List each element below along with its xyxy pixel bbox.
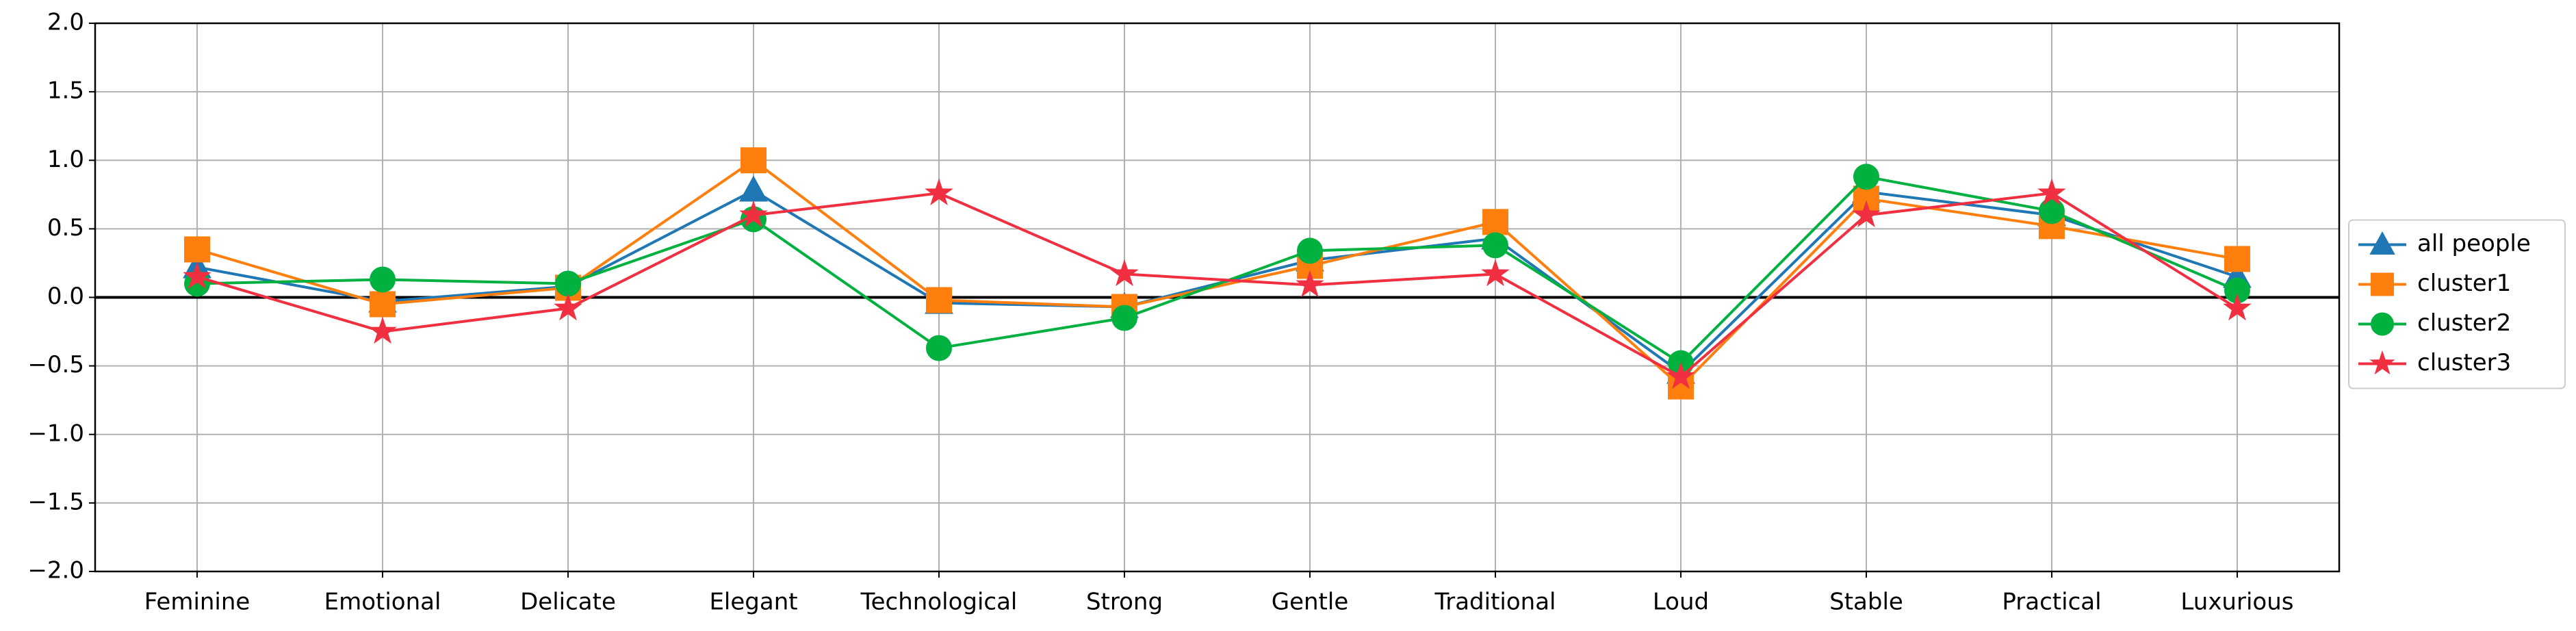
legend-label: cluster3: [2417, 349, 2511, 376]
series-line: [196, 158, 2238, 389]
marker: [926, 287, 953, 313]
y-tick-label: −0.5: [27, 351, 84, 378]
marker: [555, 270, 582, 297]
y-tick-label: 0.0: [47, 283, 84, 310]
marker: [739, 200, 768, 227]
marker: [2223, 293, 2252, 321]
x-tick-label: Technological: [860, 589, 1018, 616]
y-tick-label: 1.5: [47, 77, 84, 105]
x-tick-label: Delicate: [520, 589, 616, 616]
x-tick-label: Feminine: [144, 589, 250, 616]
x-tick-label: Strong: [1086, 589, 1163, 616]
marker: [2371, 272, 2394, 296]
legend-box: [2348, 219, 2566, 389]
marker: [1482, 232, 1508, 259]
x-tick-label: Loud: [1653, 589, 1709, 616]
marker: [1481, 259, 1510, 287]
series-line: [196, 192, 2239, 379]
marker: [184, 236, 211, 263]
x-tick-label: Emotional: [324, 589, 441, 616]
x-tick-label: Traditional: [1434, 589, 1556, 616]
marker: [2038, 198, 2065, 224]
marker: [740, 147, 767, 174]
x-tick-label: Luxurious: [2180, 589, 2293, 616]
marker: [2224, 246, 2250, 272]
marker: [2369, 350, 2395, 375]
marker: [2371, 312, 2394, 336]
marker: [1296, 237, 1323, 264]
marker: [1666, 361, 1695, 389]
marker: [926, 335, 953, 361]
legend-label: all people: [2417, 230, 2531, 257]
x-tick-label: Stable: [1829, 589, 1903, 616]
marker: [1852, 200, 1881, 227]
y-tick-label: 0.5: [47, 214, 84, 242]
y-tick-label: 1.0: [47, 146, 84, 173]
marker: [2037, 178, 2066, 205]
marker: [925, 178, 953, 205]
marker: [368, 316, 397, 344]
x-tick-label: Elegant: [709, 589, 797, 616]
x-tick-label: Practical: [2002, 589, 2101, 616]
marker: [2369, 231, 2395, 255]
marker: [370, 266, 396, 293]
marker: [554, 293, 582, 321]
marker: [183, 261, 211, 289]
marker: [1296, 270, 1324, 298]
marker: [1110, 259, 1139, 287]
series-line: [197, 175, 2238, 365]
marker: [2224, 277, 2250, 304]
legend-label: cluster2: [2417, 309, 2511, 337]
y-tick-label: −1.0: [27, 420, 84, 447]
marker: [1482, 209, 1508, 235]
marker: [739, 175, 768, 202]
y-tick-label: 2.0: [47, 9, 84, 36]
y-tick-label: −2.0: [27, 557, 84, 584]
marker: [1111, 305, 1138, 331]
legend-label: cluster1: [2417, 270, 2511, 297]
marker: [370, 291, 396, 318]
plot-frame: [94, 22, 2341, 573]
marker: [1853, 164, 1879, 190]
y-tick-label: −1.5: [27, 488, 84, 515]
x-tick-label: Gentle: [1272, 589, 1349, 616]
